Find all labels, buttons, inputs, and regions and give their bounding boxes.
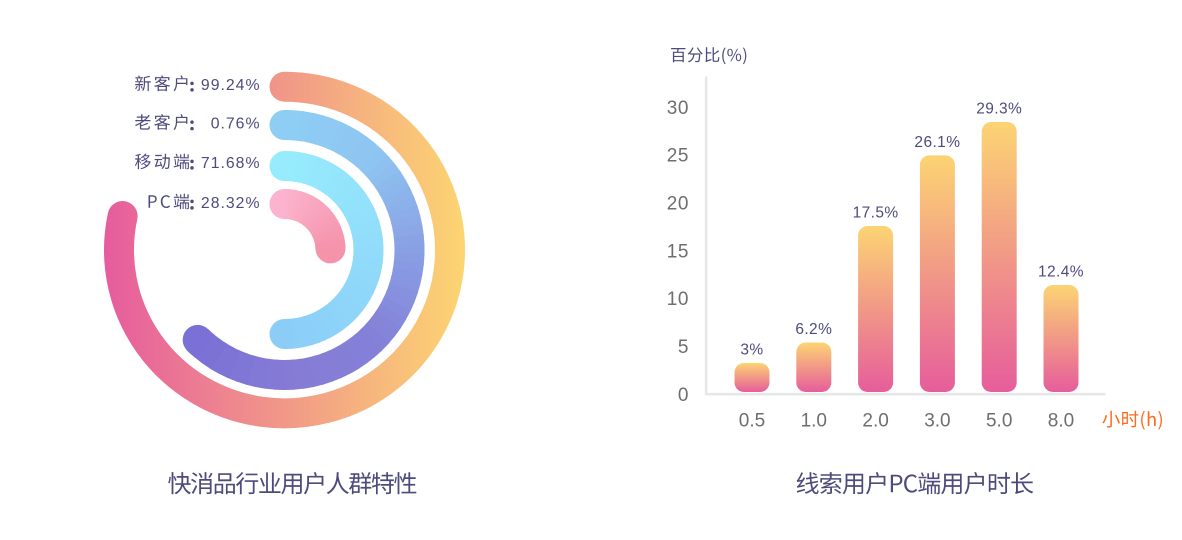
svg-text:26.1%: 26.1% xyxy=(914,134,960,151)
svg-text:1.0: 1.0 xyxy=(801,410,827,431)
svg-text:30: 30 xyxy=(667,98,689,119)
svg-text:28.32%: 28.32% xyxy=(201,195,261,212)
svg-text:8.0: 8.0 xyxy=(1048,410,1074,431)
svg-text:99.24%: 99.24% xyxy=(201,77,261,94)
svg-text:5: 5 xyxy=(678,337,689,358)
svg-text:10: 10 xyxy=(667,289,689,310)
svg-text:0.76%: 0.76% xyxy=(211,116,261,133)
svg-text:17.5%: 17.5% xyxy=(853,205,899,222)
svg-text:0: 0 xyxy=(678,385,689,406)
svg-text:25: 25 xyxy=(667,146,689,167)
svg-text:6.2%: 6.2% xyxy=(795,321,832,338)
svg-text:15: 15 xyxy=(667,241,689,262)
svg-text:12.4%: 12.4% xyxy=(1038,264,1084,281)
svg-text:71.68%: 71.68% xyxy=(201,155,261,172)
svg-text:5.0: 5.0 xyxy=(986,410,1012,431)
svg-text:20: 20 xyxy=(667,194,689,215)
svg-text:3%: 3% xyxy=(740,342,763,359)
svg-text:29.3%: 29.3% xyxy=(976,101,1022,118)
svg-text:2.0: 2.0 xyxy=(862,410,888,431)
svg-text:3.0: 3.0 xyxy=(924,410,950,431)
svg-text:0.5: 0.5 xyxy=(739,410,765,431)
